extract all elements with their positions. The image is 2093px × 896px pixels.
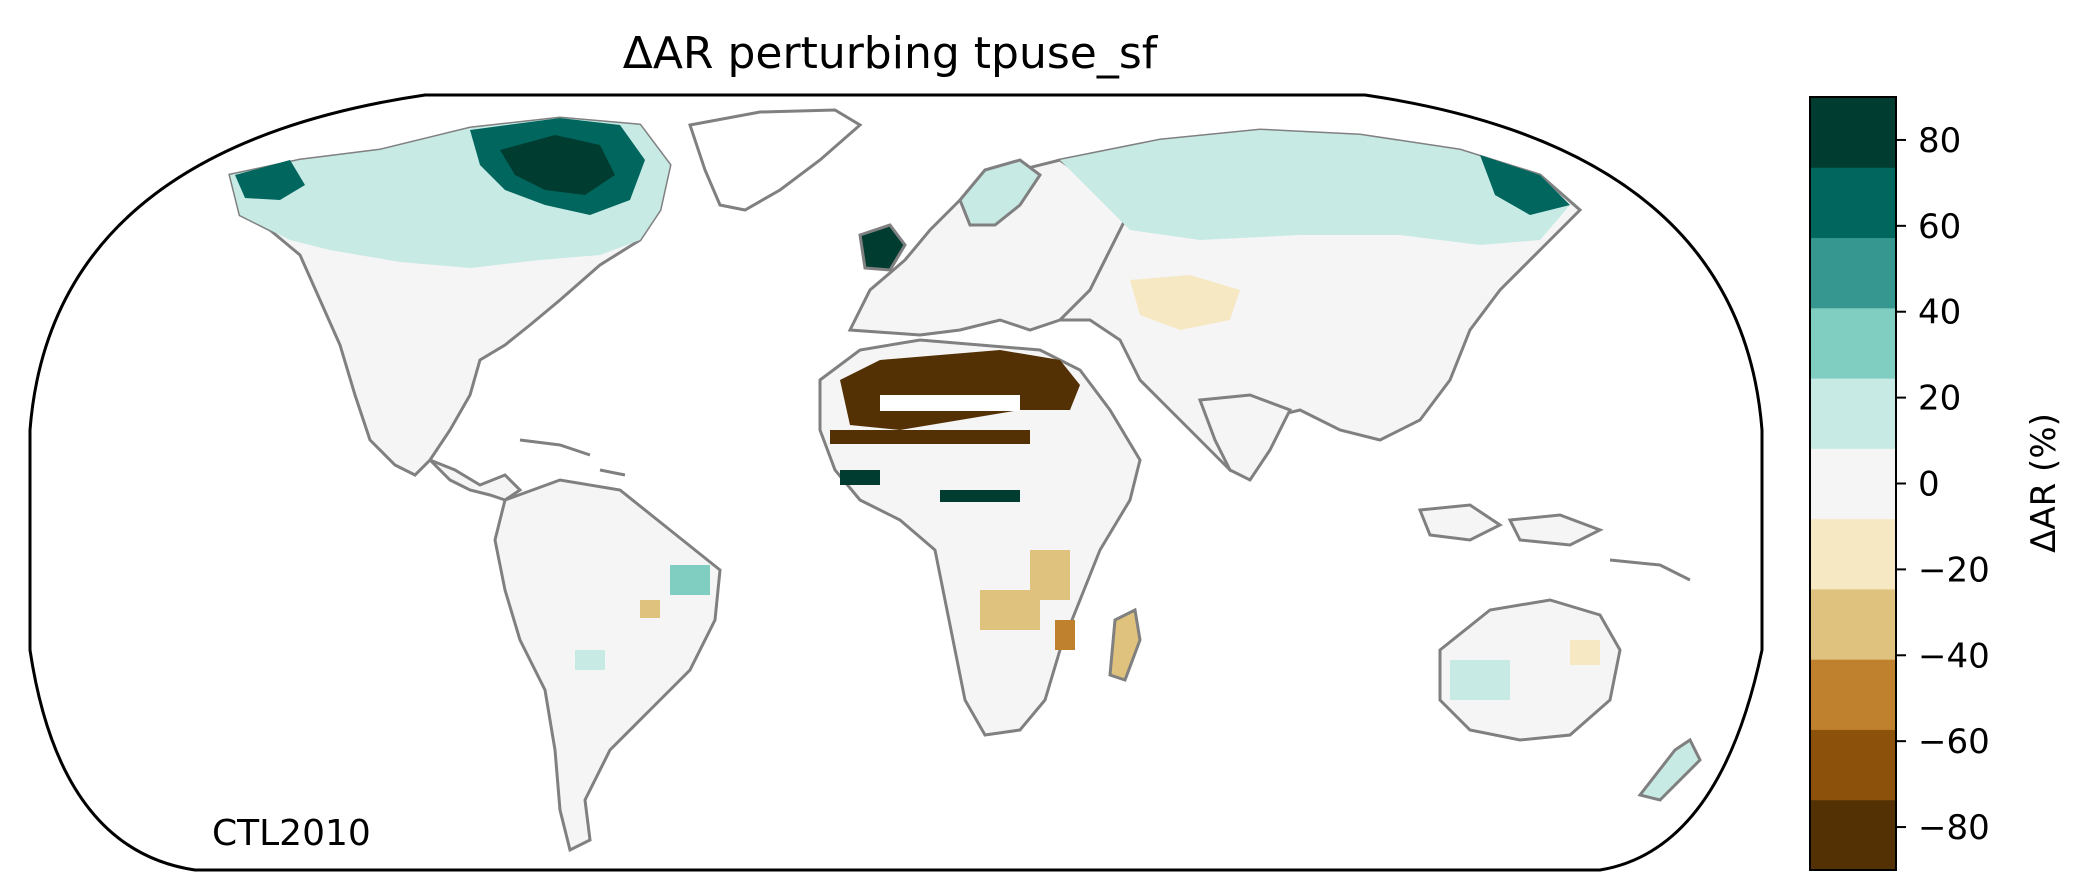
colorbar-tick-label: 0 bbox=[1918, 465, 1940, 505]
sahara-white-gap bbox=[880, 395, 1020, 411]
new-guinea bbox=[1609, 558, 1691, 582]
brazil-patch-tan bbox=[640, 600, 660, 618]
australia-tan bbox=[1570, 640, 1600, 665]
british-isles-dark bbox=[858, 223, 907, 272]
canadian-arctic-darkest bbox=[500, 135, 615, 195]
southern-africa-tan bbox=[980, 590, 1040, 630]
colorbar-bin bbox=[1810, 307, 1896, 379]
colorbar-tick-label: −80 bbox=[1918, 808, 1990, 848]
new-zealand bbox=[1637, 737, 1702, 802]
sahel-teal bbox=[840, 470, 880, 485]
colorbar-tick-label: −20 bbox=[1918, 550, 1990, 590]
map-title: ΔAR perturbing tpuse_sf bbox=[623, 28, 1159, 79]
south-america-teal bbox=[575, 650, 605, 670]
colorbar: 80 60 40 20 0 −20 −40 −60 −80 bbox=[1809, 96, 1990, 871]
colorbar-bin bbox=[1810, 729, 1896, 801]
colorbar-bin bbox=[1810, 237, 1896, 309]
madagascar bbox=[1108, 607, 1142, 682]
colorbar-bin bbox=[1810, 167, 1896, 239]
brazil-patch bbox=[670, 565, 710, 595]
scenario-label: CTL2010 bbox=[212, 813, 371, 854]
siberia-east-dark bbox=[1480, 155, 1570, 215]
scandinavia bbox=[958, 158, 1043, 227]
colorbar-bin bbox=[1810, 518, 1896, 590]
colorbar-bin bbox=[1810, 799, 1896, 871]
sahel-teal-2 bbox=[940, 490, 1020, 502]
colorbar-tick-label: 20 bbox=[1918, 379, 1961, 419]
maritime-se-asia bbox=[1417, 503, 1604, 547]
colorbar-bin bbox=[1810, 378, 1896, 449]
siberia-band bbox=[1060, 130, 1570, 245]
colorbar-bin bbox=[1810, 588, 1896, 660]
central-asia-tan bbox=[1130, 275, 1240, 330]
colorbar-tick-label: 60 bbox=[1918, 207, 1961, 247]
central-america bbox=[428, 458, 523, 502]
south-america-land bbox=[493, 478, 722, 853]
colorbar-bin bbox=[1810, 97, 1896, 168]
australia-teal bbox=[1450, 660, 1510, 700]
map-panel: CTL2010 bbox=[28, 93, 1764, 872]
colorbar-tick-label: 40 bbox=[1918, 293, 1961, 333]
map-outline bbox=[28, 93, 1764, 872]
colorbar-bin bbox=[1810, 659, 1896, 730]
colorbar-tick-label: −40 bbox=[1918, 636, 1990, 676]
australia-land bbox=[1438, 598, 1622, 742]
colorbar-tick-label: −60 bbox=[1918, 722, 1990, 762]
map-content bbox=[228, 108, 1702, 853]
colorbar-bin bbox=[1810, 448, 1896, 520]
india bbox=[1197, 393, 1293, 482]
colorbar-label: ΔAR (%) bbox=[2024, 413, 2064, 553]
alaska-dark bbox=[235, 160, 305, 200]
colorbar-tick-label: 80 bbox=[1918, 121, 1961, 161]
east-africa-brown bbox=[1055, 620, 1075, 650]
sahel-band-dark bbox=[830, 430, 1030, 444]
greenland bbox=[688, 108, 863, 212]
caribbean-islands bbox=[519, 438, 626, 477]
